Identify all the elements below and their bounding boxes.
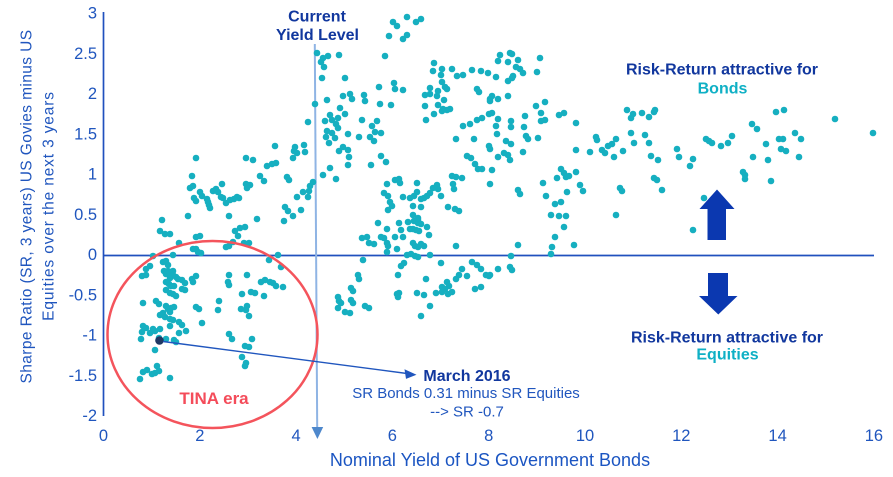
svg-text:Current: Current	[288, 8, 346, 25]
svg-text:-1.5: -1.5	[69, 367, 97, 385]
svg-text:Bonds: Bonds	[698, 81, 748, 98]
svg-text:SR Bonds 0.31 minus SR Equitie: SR Bonds 0.31 minus SR Equities	[352, 385, 580, 402]
svg-text:14: 14	[768, 427, 786, 445]
svg-text:Risk-Return attractive for: Risk-Return attractive for	[626, 62, 818, 79]
svg-text:3: 3	[88, 5, 97, 23]
svg-text:2: 2	[88, 85, 97, 103]
svg-text:6: 6	[388, 427, 397, 445]
svg-text:Risk-Return attractive for: Risk-Return attractive for	[631, 330, 823, 347]
svg-text:March 2016: March 2016	[423, 368, 510, 385]
svg-text:2.5: 2.5	[74, 45, 97, 63]
svg-text:12: 12	[672, 427, 690, 445]
svg-text:0.5: 0.5	[74, 206, 97, 224]
svg-text:0: 0	[99, 427, 108, 445]
svg-text:2: 2	[195, 427, 204, 445]
svg-text:--> SR -0.7: --> SR -0.7	[430, 404, 504, 421]
svg-text:8: 8	[484, 427, 493, 445]
svg-text:-0.5: -0.5	[69, 286, 97, 304]
svg-text:Equities over the next 3 years: Equities over the next 3 years	[41, 91, 58, 321]
svg-text:0: 0	[88, 246, 97, 264]
svg-text:1.5: 1.5	[74, 125, 97, 143]
svg-text:16: 16	[865, 427, 883, 445]
svg-text:4: 4	[292, 427, 301, 445]
svg-text:Equities: Equities	[696, 347, 758, 364]
svg-text:10: 10	[576, 427, 594, 445]
svg-text:1: 1	[88, 166, 97, 184]
svg-text:Nominal Yield of US Government: Nominal Yield of US Government Bonds	[330, 450, 650, 470]
svg-text:TINA era: TINA era	[179, 389, 249, 408]
svg-text:Yield Level: Yield Level	[276, 27, 359, 44]
svg-text:-1: -1	[82, 327, 97, 345]
svg-text:Sharpe Ratio (SR, 3 years) US: Sharpe Ratio (SR, 3 years) US Govies min…	[19, 30, 36, 384]
svg-text:-2: -2	[82, 407, 97, 425]
